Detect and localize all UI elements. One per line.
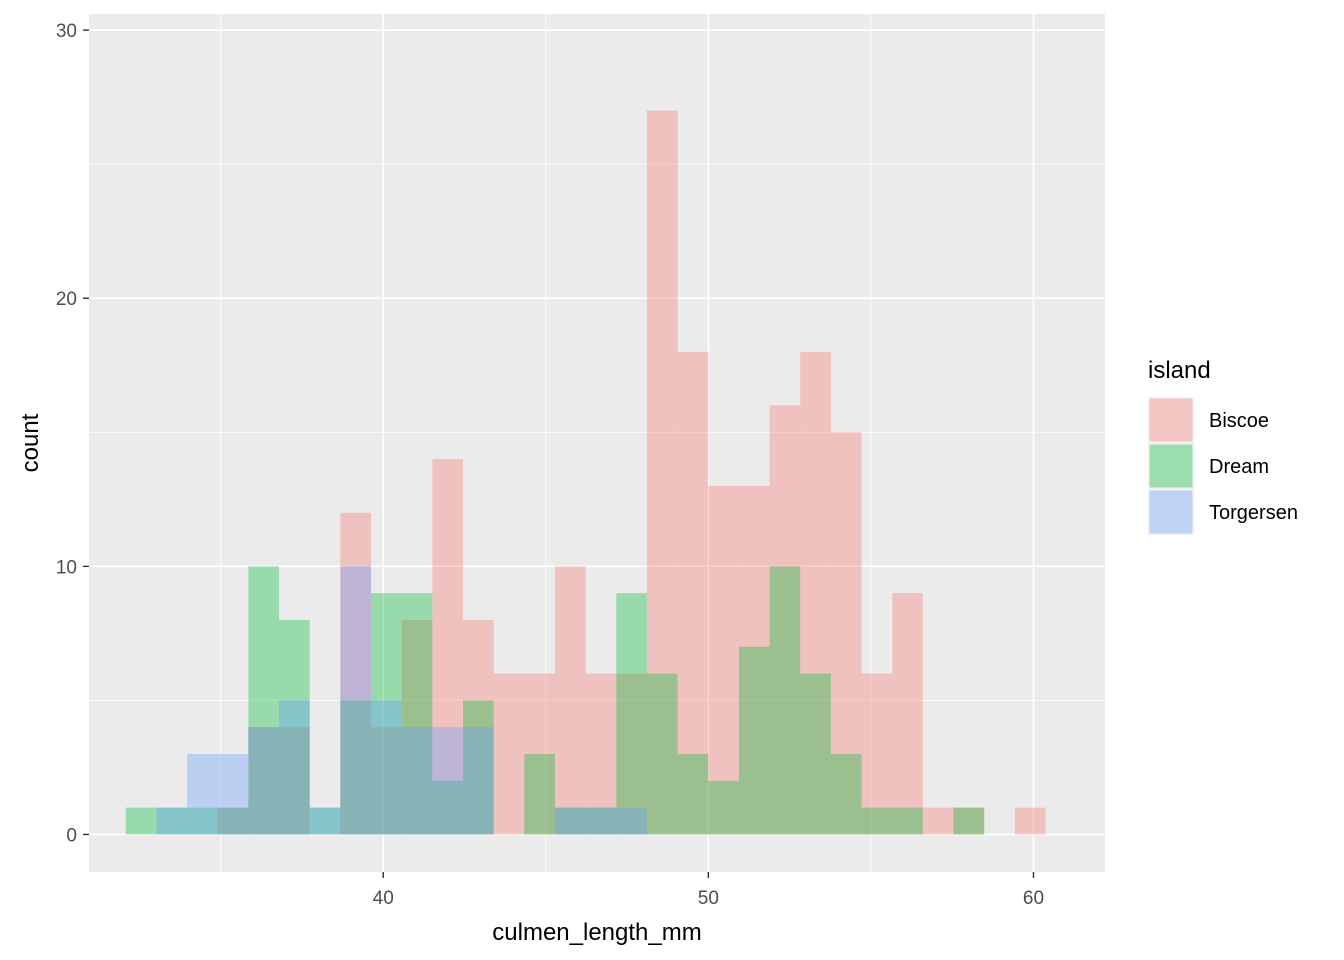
- y-tick-label: 10: [56, 557, 77, 578]
- bar-biscoe: [800, 351, 831, 835]
- x-tick-label: 40: [373, 888, 394, 909]
- bar-biscoe: [861, 673, 893, 835]
- bar-dream: [769, 566, 801, 835]
- bar-biscoe: [830, 432, 862, 835]
- legend-key-bg-torgersen: [1148, 489, 1194, 535]
- bar-dream: [554, 807, 586, 835]
- bar-dream: [616, 593, 647, 835]
- bar-biscoe: [524, 673, 555, 835]
- y-axis: 0 10 20 30: [56, 21, 89, 846]
- bar-biscoe: [738, 485, 770, 835]
- bar-dream: [738, 646, 770, 835]
- bar-dream: [892, 807, 923, 835]
- bar-dream: [953, 807, 985, 835]
- minor-gridlines: [89, 14, 1105, 872]
- bar-dream: [585, 807, 617, 835]
- bar-biscoe: [554, 566, 586, 835]
- bar-dream: [125, 807, 157, 835]
- bar-torgersen: [217, 754, 249, 835]
- bar-biscoe: [892, 593, 923, 835]
- bar-dream: [187, 807, 218, 835]
- bar-torgersen: [309, 807, 341, 835]
- bar-dream: [830, 754, 862, 835]
- bar-dream: [156, 807, 188, 835]
- bar-torgersen: [462, 727, 494, 835]
- bar-biscoe: [340, 512, 372, 835]
- histogram-bars: [125, 110, 1046, 835]
- bar-biscoe: [616, 673, 647, 835]
- bar-dream: [371, 593, 402, 835]
- x-tick-label: 50: [698, 888, 719, 909]
- x-axis-title: culmen_length_mm: [492, 919, 701, 946]
- legend-label-dream: Dream: [1209, 456, 1269, 478]
- bar-biscoe: [248, 727, 280, 835]
- legend-key-bg-biscoe: [1148, 397, 1194, 443]
- bar-dream: [248, 566, 280, 835]
- legend-items: Biscoe Dream Torgersen: [1148, 397, 1298, 535]
- bar-torgersen: [616, 807, 647, 835]
- x-tick-label: 60: [1023, 888, 1044, 909]
- major-gridlines: [89, 14, 1105, 872]
- bar-torgersen: [432, 727, 463, 835]
- bar-dream: [462, 700, 494, 835]
- bar-dream: [708, 780, 739, 835]
- bar-biscoe: [708, 485, 739, 835]
- bar-dream: [217, 807, 249, 835]
- y-tick-label: 30: [56, 21, 77, 42]
- bar-biscoe: [279, 727, 310, 835]
- y-axis-title: count: [17, 413, 44, 472]
- bar-torgersen: [371, 700, 402, 835]
- bar-dream: [340, 700, 372, 835]
- bar-biscoe: [1014, 807, 1046, 835]
- bar-biscoe: [401, 619, 433, 835]
- bar-torgersen: [340, 566, 372, 835]
- legend-label-biscoe: Biscoe: [1209, 410, 1269, 432]
- x-axis: 40 50 60: [373, 872, 1044, 909]
- y-tick-label: 20: [56, 289, 77, 310]
- bar-biscoe: [371, 727, 402, 835]
- bar-dream: [646, 673, 678, 835]
- bar-torgersen: [401, 727, 433, 835]
- bar-torgersen: [156, 807, 188, 835]
- bar-biscoe: [677, 351, 709, 835]
- legend-key-dream: [1149, 444, 1193, 488]
- legend-key-bg-dream: [1148, 443, 1194, 489]
- legend-title: island: [1148, 357, 1211, 384]
- bar-biscoe: [217, 807, 249, 835]
- bar-torgersen: [187, 754, 218, 835]
- bar-torgersen: [248, 727, 280, 835]
- bar-dream: [309, 807, 341, 835]
- plot-panel: [89, 14, 1105, 872]
- bar-biscoe: [585, 673, 617, 835]
- bar-dream: [677, 754, 709, 835]
- bar-dream: [800, 673, 831, 835]
- legend-key-biscoe: [1149, 398, 1193, 442]
- y-tick-label: 0: [66, 825, 77, 846]
- bar-torgersen: [585, 807, 617, 835]
- bar-dream: [861, 807, 893, 835]
- legend-label-torgersen: Torgersen: [1209, 502, 1298, 524]
- bar-dream: [401, 593, 433, 835]
- bar-biscoe: [953, 807, 985, 835]
- bar-torgersen: [279, 700, 310, 835]
- bar-dream: [279, 619, 310, 835]
- bar-torgersen: [554, 807, 586, 835]
- bar-biscoe: [646, 110, 678, 835]
- bar-biscoe: [432, 459, 463, 835]
- bar-biscoe: [462, 619, 494, 835]
- bar-dream: [432, 780, 463, 835]
- legend-key-torgersen: [1149, 490, 1193, 534]
- bar-dream: [524, 754, 555, 835]
- bar-biscoe: [493, 673, 525, 835]
- bar-biscoe: [922, 807, 954, 835]
- legend: island Biscoe Dream Torgersen: [1148, 357, 1298, 535]
- bar-biscoe: [769, 405, 801, 835]
